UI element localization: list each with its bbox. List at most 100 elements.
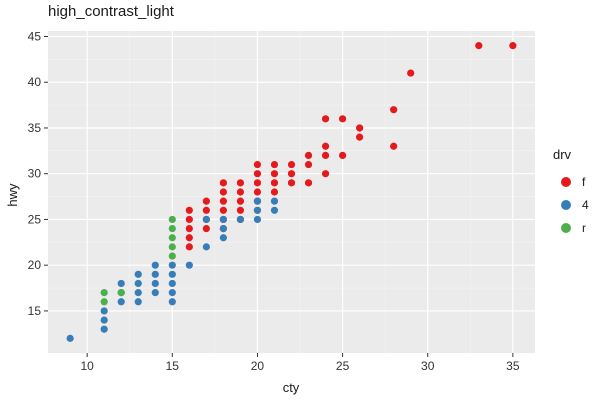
point-drv-f (253, 170, 262, 178)
point-drv-4 (253, 206, 262, 214)
x-tick-label: 25 (336, 359, 350, 373)
point-drv-f (390, 142, 398, 150)
legend-key-4 (561, 200, 571, 210)
gridlines (48, 31, 535, 353)
point-drv-4 (202, 243, 210, 251)
point-drv-f (270, 179, 279, 187)
y-tick-label: 40 (28, 75, 42, 89)
point-drv-f (185, 224, 193, 233)
point-drv-f (202, 224, 210, 233)
point-drv-f (185, 243, 193, 251)
point-drv-f (321, 170, 330, 178)
point-drv-4 (117, 298, 125, 306)
point-drv-f (253, 179, 262, 187)
point-drv-r (168, 215, 176, 224)
point-drv-4 (151, 289, 159, 297)
point-drv-f (185, 206, 193, 214)
point-drv-4 (253, 197, 262, 205)
legend-title: drv (553, 147, 572, 162)
point-drv-f (219, 197, 227, 205)
point-drv-4 (219, 215, 227, 224)
x-tick-label: 15 (166, 359, 180, 373)
axis-ticks: 10 15 20 25 30 35 15 20 25 30 35 40 45 (28, 29, 520, 373)
point-drv-4 (168, 298, 176, 306)
point-drv-f (321, 115, 330, 123)
point-drv-f (253, 160, 262, 169)
y-axis-title: hwy (5, 183, 20, 207)
point-drv-4 (151, 279, 159, 288)
point-drv-4 (117, 279, 125, 288)
point-drv-f (287, 179, 296, 187)
point-drv-f (236, 188, 245, 196)
point-drv-4 (185, 261, 193, 269)
point-drv-4 (168, 279, 176, 288)
point-drv-r (100, 298, 108, 306)
point-drv-f (321, 142, 330, 150)
point-drv-f (219, 188, 227, 196)
point-drv-f (270, 188, 279, 196)
point-drv-4 (100, 316, 108, 324)
point-drv-4 (134, 270, 142, 278)
point-drv-r (100, 289, 108, 297)
point-drv-4 (168, 270, 176, 278)
point-drv-4 (66, 334, 74, 342)
point-drv-f (475, 42, 483, 50)
x-tick-label: 20 (251, 359, 265, 373)
point-drv-f (304, 160, 313, 169)
point-drv-4 (270, 206, 279, 214)
point-drv-4 (151, 270, 159, 278)
point-drv-f (304, 151, 313, 160)
point-drv-4 (219, 224, 227, 233)
point-drv-f (202, 206, 210, 214)
chart-title: high_contrast_light (48, 3, 175, 20)
point-drv-f (407, 69, 415, 77)
x-tick-label: 35 (506, 359, 520, 373)
point-drv-f (236, 179, 245, 187)
point-drv-r (168, 224, 176, 233)
legend-label-4: 4 (582, 198, 589, 212)
point-drv-r (168, 252, 176, 260)
legend-label-r: r (582, 221, 586, 235)
point-drv-4 (151, 261, 159, 269)
point-drv-4 (253, 215, 262, 224)
point-drv-f (185, 234, 193, 242)
legend: drv f 4 r (553, 147, 589, 235)
point-drv-4 (100, 307, 108, 315)
point-drv-f (304, 179, 313, 187)
plot-panel (48, 31, 535, 353)
legend-key-r (561, 223, 571, 233)
point-drv-r (117, 289, 125, 297)
point-drv-4 (134, 289, 142, 297)
point-drv-4 (134, 279, 142, 288)
point-drv-f (219, 179, 227, 187)
point-drv-f (321, 151, 330, 160)
x-tick-label: 10 (80, 359, 94, 373)
point-drv-4 (270, 197, 279, 205)
y-tick-label: 25 (28, 212, 42, 226)
y-tick-label: 45 (28, 29, 42, 43)
point-drv-4 (168, 289, 176, 297)
point-drv-f (338, 115, 347, 123)
point-drv-4 (202, 215, 210, 224)
point-drv-f (185, 215, 193, 224)
point-drv-4 (100, 325, 108, 333)
point-drv-f (509, 42, 517, 50)
point-drv-r (168, 234, 176, 242)
point-drv-r (168, 243, 176, 251)
data-points (66, 42, 517, 342)
point-drv-f (338, 151, 347, 160)
y-tick-label: 30 (28, 167, 42, 181)
point-drv-f (236, 206, 245, 214)
x-tick-label: 30 (421, 359, 435, 373)
legend-label-f: f (582, 175, 586, 189)
point-drv-4 (134, 298, 142, 306)
y-tick-label: 35 (28, 121, 42, 135)
point-drv-f (270, 160, 279, 169)
point-drv-4 (236, 215, 245, 224)
y-tick-label: 15 (28, 304, 42, 318)
point-drv-f (287, 170, 296, 178)
point-drv-f (236, 197, 245, 205)
y-tick-label: 20 (28, 258, 42, 272)
point-drv-f (253, 188, 262, 196)
